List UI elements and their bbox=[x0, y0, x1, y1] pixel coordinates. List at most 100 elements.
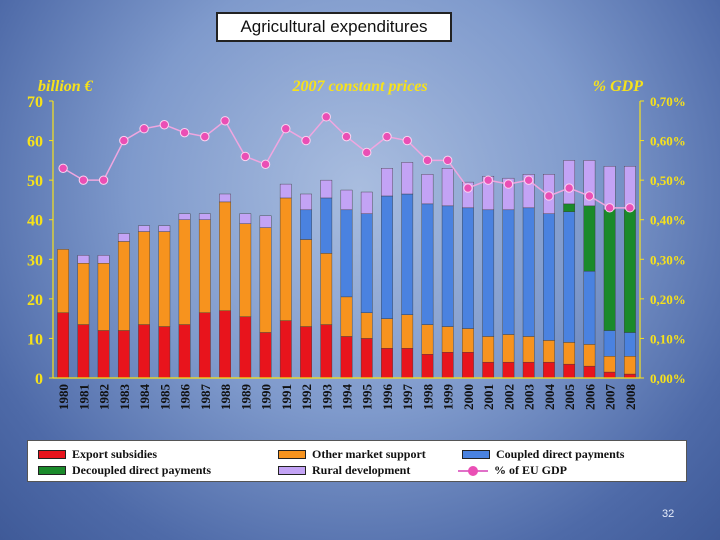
bar-segment bbox=[300, 326, 312, 379]
gdp-point bbox=[382, 131, 392, 142]
bar-segment bbox=[97, 263, 110, 331]
bar-segment bbox=[360, 213, 373, 313]
bar-segment bbox=[441, 205, 454, 327]
gdp-point bbox=[341, 131, 352, 142]
page-number: 32 bbox=[662, 508, 675, 520]
bar-segment bbox=[381, 318, 393, 349]
gdp-point bbox=[98, 175, 109, 185]
x-tick-label: 1983 bbox=[117, 384, 132, 411]
bar-segment bbox=[603, 371, 616, 379]
bar-segment bbox=[603, 330, 616, 357]
y-tick-label: 70 bbox=[27, 94, 43, 111]
bar-segment bbox=[401, 348, 414, 379]
x-tick-label: 2006 bbox=[582, 384, 597, 411]
x-tick-label: 1993 bbox=[319, 384, 334, 411]
bar-segment bbox=[57, 249, 69, 313]
bar-segment bbox=[381, 168, 393, 197]
gdp-point bbox=[402, 135, 412, 146]
x-tick-label: 1995 bbox=[360, 384, 375, 411]
bar-segment bbox=[178, 213, 191, 220]
bar-segment bbox=[57, 312, 69, 379]
bar-segment bbox=[543, 213, 555, 341]
bar-segment bbox=[462, 181, 474, 209]
x-tick-label: 1989 bbox=[238, 384, 253, 411]
x-tick-label: 1999 bbox=[441, 384, 456, 411]
bar-segment bbox=[279, 183, 292, 199]
bar-segment bbox=[259, 332, 272, 379]
bar-segment bbox=[502, 177, 515, 211]
bar-segment bbox=[158, 326, 171, 379]
gdp-point bbox=[362, 147, 372, 158]
bar-segment bbox=[563, 363, 576, 379]
bar-segment bbox=[97, 330, 110, 379]
bar-segment bbox=[300, 239, 312, 327]
legend-item-rural-development: Rural development bbox=[278, 463, 410, 478]
x-tick-label: 2000 bbox=[461, 384, 476, 410]
bar-segment bbox=[441, 168, 454, 207]
bar-segment bbox=[320, 179, 333, 199]
bar-segment bbox=[340, 209, 353, 298]
bar-segment bbox=[462, 207, 474, 329]
bar-segment bbox=[259, 215, 272, 228]
gdp-point bbox=[139, 124, 149, 134]
y2-tick-label: 0,60% bbox=[650, 134, 686, 149]
bar-segment bbox=[421, 354, 434, 379]
legend-item-gdp-share: % of EU GDP bbox=[458, 463, 567, 478]
x-tick-label: 1992 bbox=[299, 384, 314, 410]
center-label: 2007 constant prices bbox=[291, 78, 427, 95]
legend-swatch bbox=[38, 466, 66, 475]
gdp-point bbox=[119, 135, 129, 146]
y-tick-label: 40 bbox=[27, 213, 43, 230]
x-tick-label: 1998 bbox=[420, 384, 435, 411]
bar-segment bbox=[482, 336, 495, 363]
bar-segment bbox=[401, 193, 414, 315]
bar-segment bbox=[563, 211, 576, 343]
legend-label: Decoupled direct payments bbox=[72, 463, 212, 477]
legend-label: Rural development bbox=[312, 463, 411, 477]
legend-item-decoupled-direct-payments: Decoupled direct payments bbox=[38, 463, 211, 478]
bar-segment bbox=[462, 328, 474, 353]
gdp-point bbox=[503, 179, 514, 189]
bar-segment bbox=[482, 209, 495, 337]
x-tick-label: 1986 bbox=[178, 384, 193, 411]
x-tick-label: 1984 bbox=[137, 384, 152, 411]
bar-segment bbox=[543, 361, 555, 379]
left-axis-label: billion € bbox=[38, 78, 94, 95]
x-tick-label: 1990 bbox=[259, 384, 274, 410]
legend-label: Coupled direct payments bbox=[496, 447, 625, 461]
legend: Export subsidies Other market support Co… bbox=[27, 440, 687, 482]
x-tick-label: 1987 bbox=[198, 384, 213, 411]
x-tick-label: 1996 bbox=[380, 384, 395, 411]
bar-segment bbox=[624, 209, 636, 333]
bar-segment bbox=[219, 310, 231, 379]
y-tick-label: 30 bbox=[27, 252, 43, 269]
y2-tick-label: 0,00% bbox=[650, 371, 686, 386]
gdp-point bbox=[625, 203, 635, 213]
bar-segment bbox=[117, 241, 130, 331]
bar-segment bbox=[340, 296, 353, 337]
bar-segment bbox=[320, 197, 333, 254]
bar-segment bbox=[441, 326, 454, 353]
bar-segment bbox=[502, 209, 515, 335]
x-tick-label: 1982 bbox=[97, 384, 112, 410]
y2-tick-label: 0,50% bbox=[650, 173, 686, 188]
bar-segment bbox=[138, 324, 150, 379]
bar-segment bbox=[522, 336, 535, 363]
bar-segment bbox=[158, 231, 171, 327]
gdp-point bbox=[301, 135, 311, 146]
gdp-point bbox=[483, 175, 493, 185]
bar-segment bbox=[117, 233, 130, 242]
legend-swatch bbox=[38, 450, 66, 459]
bar-segment bbox=[320, 253, 333, 325]
x-tick-label: 1991 bbox=[279, 384, 294, 410]
bar-segment bbox=[462, 352, 474, 379]
bar-segment bbox=[279, 197, 292, 321]
x-tick-label: 2007 bbox=[603, 384, 618, 411]
x-tick-label: 1994 bbox=[340, 384, 355, 411]
bar-segment bbox=[360, 312, 373, 339]
bar-segment bbox=[401, 162, 414, 195]
bar-segment bbox=[583, 365, 596, 379]
gdp-point bbox=[179, 127, 190, 138]
bar-segment bbox=[543, 340, 555, 363]
